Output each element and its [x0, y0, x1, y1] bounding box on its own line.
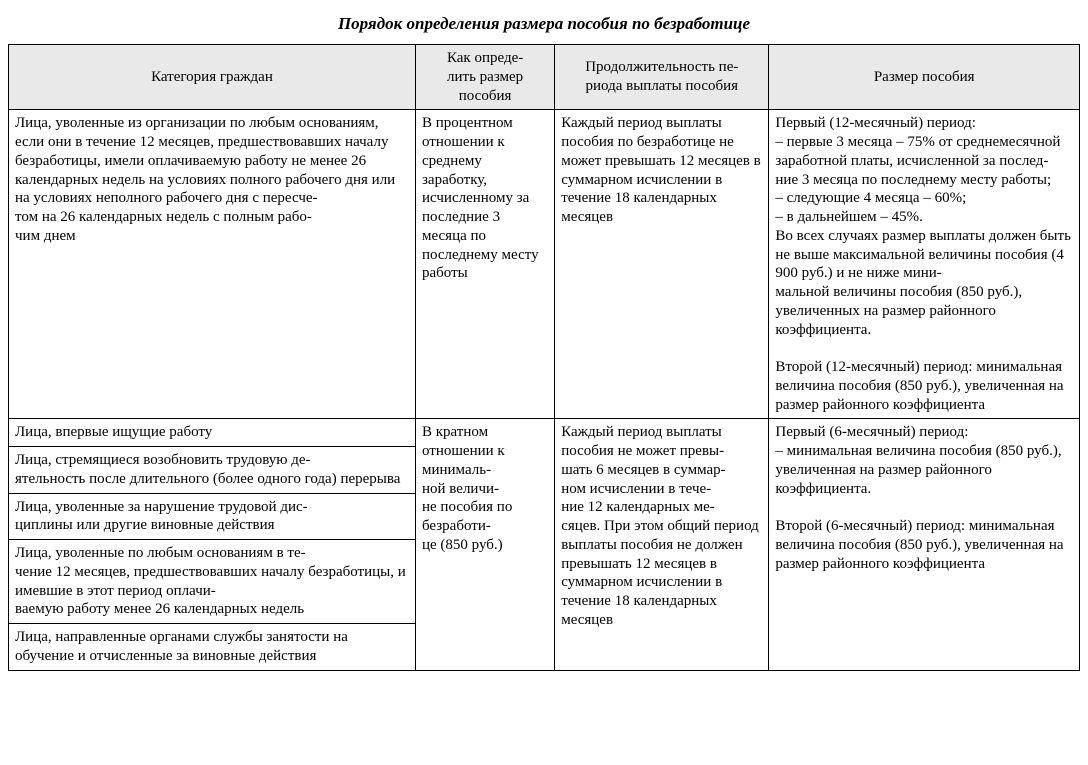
- cell-category: Лица, направленные органами службы занят…: [9, 624, 416, 671]
- table-title: Порядок определения размера пособия по б…: [8, 14, 1080, 34]
- cell-category: Лица, уволенные за нарушение трудовой ди…: [9, 493, 416, 540]
- table-row: Лица, уволенные из организации по любым …: [9, 110, 1080, 419]
- col-header-how: Как опреде- лить размер пособия: [415, 45, 554, 110]
- cell-duration: Каждый период выплаты пособия по безрабо…: [555, 110, 769, 419]
- table-row: Лица, впервые ищущие работу В кратном от…: [9, 419, 1080, 447]
- cell-how: В процентном отношении к среднему зарабо…: [415, 110, 554, 419]
- cell-size: Первый (6-месячный) период: – минимальна…: [769, 419, 1080, 670]
- cell-category: Лица, уволенные из организации по любым …: [9, 110, 416, 419]
- cell-category: Лица, впервые ищущие работу: [9, 419, 416, 447]
- cell-size: Первый (12-месячный) период: – первые 3 …: [769, 110, 1080, 419]
- col-header-category: Категория граждан: [9, 45, 416, 110]
- col-header-duration: Продолжительность пе- риода выплаты посо…: [555, 45, 769, 110]
- cell-duration: Каждый период выплаты пособия не может п…: [555, 419, 769, 670]
- cell-category: Лица, уволенные по любым основаниям в те…: [9, 540, 416, 624]
- benefit-table: Категория граждан Как опреде- лить разме…: [8, 44, 1080, 671]
- cell-category: Лица, стремящиеся возобновить трудовую д…: [9, 447, 416, 494]
- table-header-row: Категория граждан Как опреде- лить разме…: [9, 45, 1080, 110]
- col-header-size: Размер пособия: [769, 45, 1080, 110]
- cell-how: В кратном отношении к минималь- ной вели…: [415, 419, 554, 670]
